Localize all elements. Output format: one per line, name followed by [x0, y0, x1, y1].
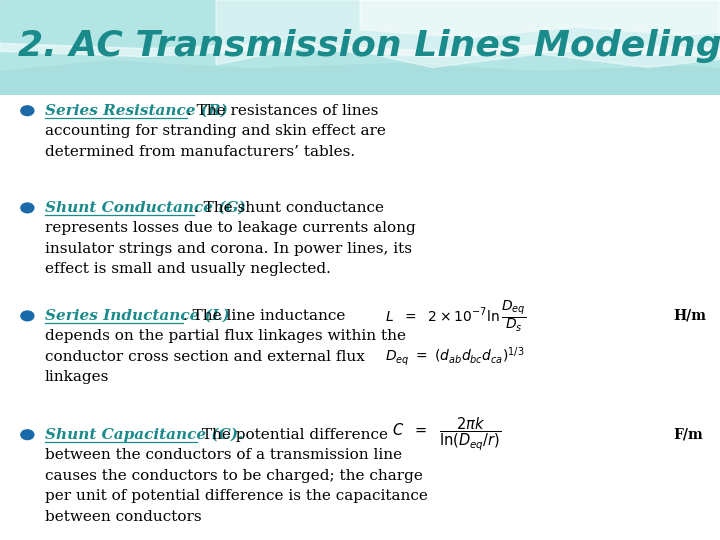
Polygon shape: [0, 43, 720, 57]
FancyBboxPatch shape: [0, 94, 720, 540]
Text: The potential difference: The potential difference: [197, 428, 388, 442]
Text: F/m: F/m: [673, 428, 703, 442]
FancyBboxPatch shape: [0, 0, 720, 94]
Circle shape: [21, 311, 34, 321]
Polygon shape: [216, 0, 720, 68]
Text: $D_{eq}\ =\ (d_{ab}d_{bc}d_{ca})^{1/3}$: $D_{eq}\ =\ (d_{ab}d_{bc}d_{ca})^{1/3}$: [385, 345, 525, 368]
Circle shape: [21, 430, 34, 440]
Text: represents losses due to leakage currents along: represents losses due to leakage current…: [45, 221, 415, 235]
Text: linkages: linkages: [45, 370, 109, 384]
Text: Series Resistance (R): Series Resistance (R): [45, 104, 228, 118]
Text: . The shunt conductance: . The shunt conductance: [194, 201, 384, 215]
Text: per unit of potential difference is the capacitance: per unit of potential difference is the …: [45, 489, 428, 503]
Text: Shunt Capacitance (C).: Shunt Capacitance (C).: [45, 428, 243, 442]
Circle shape: [21, 106, 34, 116]
Text: 2. AC Transmission Lines Modeling: 2. AC Transmission Lines Modeling: [18, 29, 720, 63]
Text: causes the conductors to be charged; the charge: causes the conductors to be charged; the…: [45, 469, 423, 483]
Text: $L\ \ =\ \ 2\times10^{-7}\mathrm{ln}\,\dfrac{D_{eq}}{D_s}$: $L\ \ =\ \ 2\times10^{-7}\mathrm{ln}\,\d…: [385, 298, 526, 334]
Polygon shape: [360, 0, 720, 38]
Circle shape: [21, 203, 34, 213]
Text: determined from manufacturers’ tables.: determined from manufacturers’ tables.: [45, 145, 355, 159]
Text: Series Inductance (L): Series Inductance (L): [45, 309, 230, 323]
Text: $C\ \ =\ \ \dfrac{2\pi k}{\ln(D_{eq}/r)}$: $C\ \ =\ \ \dfrac{2\pi k}{\ln(D_{eq}/r)}…: [392, 416, 502, 453]
Polygon shape: [0, 0, 720, 70]
Text: accounting for stranding and skin effect are: accounting for stranding and skin effect…: [45, 124, 385, 138]
Text: . The line inductance: . The line inductance: [183, 309, 346, 323]
Text: effect is small and usually neglected.: effect is small and usually neglected.: [45, 262, 330, 276]
Text: between conductors: between conductors: [45, 510, 202, 524]
Text: insulator strings and corona. In power lines, its: insulator strings and corona. In power l…: [45, 242, 412, 256]
Text: Shunt Conductance (G): Shunt Conductance (G): [45, 201, 246, 215]
Text: between the conductors of a transmission line: between the conductors of a transmission…: [45, 448, 402, 462]
Text: depends on the partial flux linkages within the: depends on the partial flux linkages wit…: [45, 329, 405, 343]
Text: conductor cross section and external flux: conductor cross section and external flu…: [45, 350, 364, 364]
Text: . The resistances of lines: . The resistances of lines: [187, 104, 379, 118]
Text: H/m: H/m: [673, 309, 706, 323]
